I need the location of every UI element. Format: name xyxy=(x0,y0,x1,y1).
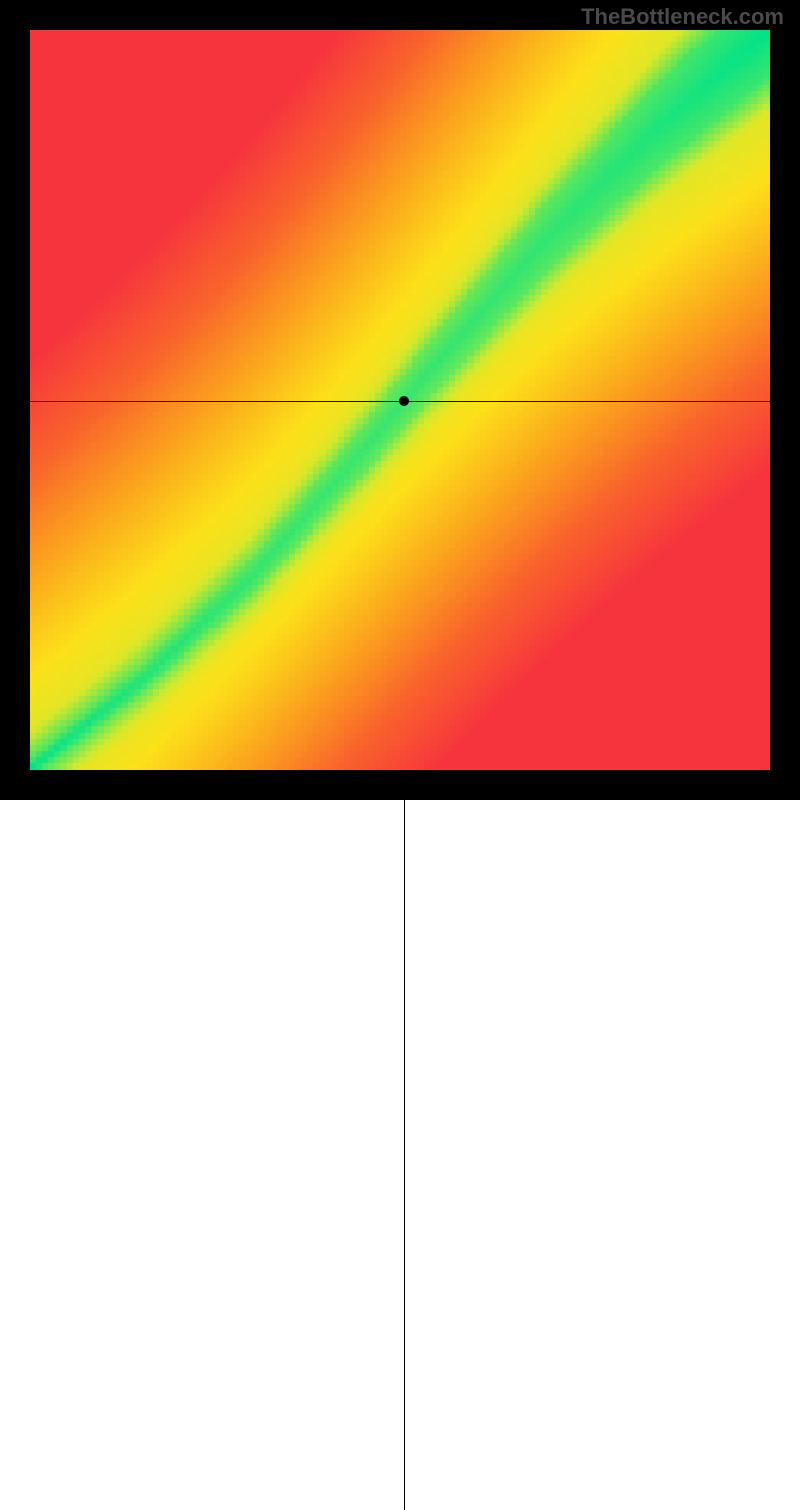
watermark-text: TheBottleneck.com xyxy=(581,4,784,30)
chart-container: TheBottleneck.com xyxy=(0,0,800,800)
crosshair-vertical xyxy=(404,770,405,1510)
crosshair-marker-dot xyxy=(399,396,409,406)
plot-area xyxy=(30,30,770,770)
